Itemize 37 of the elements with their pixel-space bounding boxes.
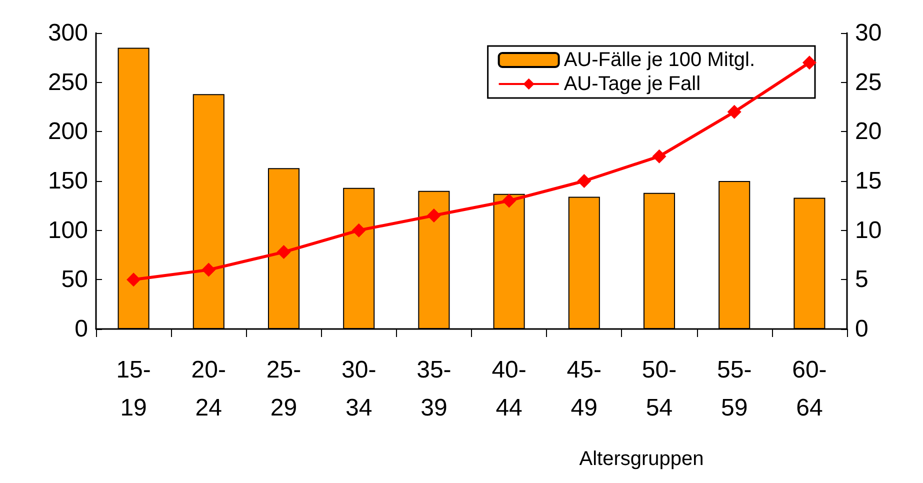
y2-tick-label: 20 <box>855 118 882 146</box>
x-axis-title: Altersgruppen <box>579 448 704 470</box>
legend-label: AU-Tage je Fall <box>564 73 701 95</box>
y-tick-label: 0 <box>74 316 88 342</box>
point <box>802 56 816 70</box>
legend-label: AU-Fälle je 100 Mitgl. <box>564 49 756 71</box>
y-tick-label: 100 <box>48 216 88 244</box>
y2-tick-label: 10 <box>855 216 882 244</box>
x-tick-label: 45-49 <box>566 356 602 422</box>
x-tick-label: 30-34 <box>342 356 376 422</box>
y2-tick-label: 25 <box>855 68 882 96</box>
y2-tick-label: 0 <box>855 316 868 342</box>
point <box>352 223 366 238</box>
point <box>426 208 441 223</box>
x-tick-label: 15-19 <box>116 356 151 422</box>
x-tick-label: 60-64 <box>792 356 827 422</box>
point <box>126 272 141 287</box>
y-tick-label: 150 <box>48 168 88 194</box>
x-tick-label: 25-29 <box>266 356 302 422</box>
x-tick-label: 40-44 <box>492 356 526 422</box>
y2-tick-label: 5 <box>855 266 868 294</box>
x-tick-label: 35-39 <box>416 356 452 422</box>
y-tick-label: 250 <box>48 68 88 96</box>
point <box>502 194 516 208</box>
y-tick-label: 200 <box>48 118 88 146</box>
point <box>727 104 742 119</box>
point <box>202 262 216 277</box>
y-tick-label: 300 <box>48 20 88 46</box>
y-tick-label: 50 <box>61 266 88 294</box>
point <box>577 174 592 188</box>
x-tick-label: 50-54 <box>642 356 677 422</box>
x-tick-label: 20-24 <box>191 356 226 422</box>
y2-tick-label: 15 <box>855 168 882 194</box>
y2-tick-label: 30 <box>855 20 882 46</box>
x-tick-label: 55-59 <box>717 356 752 422</box>
point <box>652 149 666 164</box>
point <box>276 245 291 260</box>
